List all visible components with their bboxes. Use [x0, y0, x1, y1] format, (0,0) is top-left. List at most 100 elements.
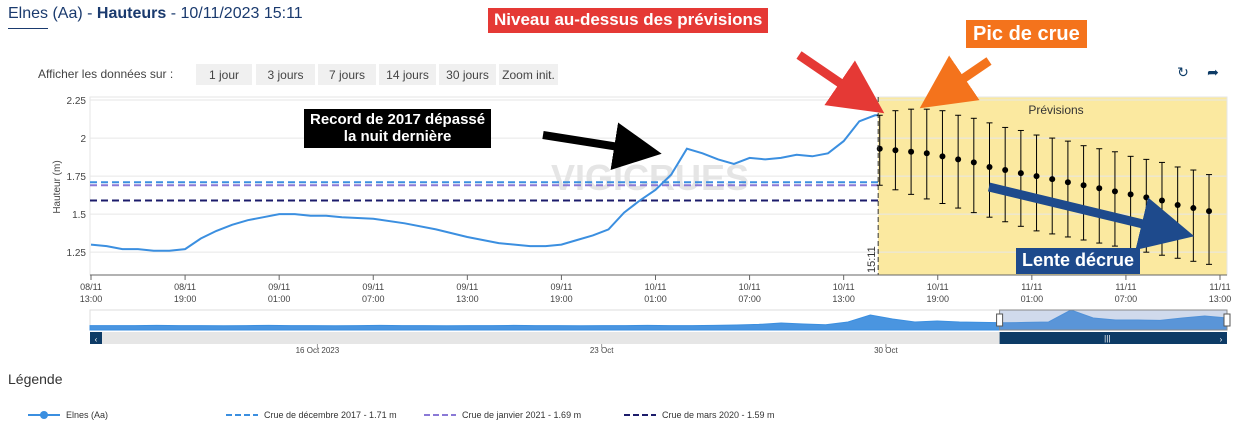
x-tick-label-time: 07:00 — [362, 294, 385, 304]
refresh-icon[interactable]: ↻ — [1177, 63, 1189, 80]
forecast-point — [1064, 179, 1071, 186]
page-title: Elnes (Aa) - Hauteurs - 10/11/2023 15:11 — [8, 5, 303, 23]
x-tick-label-time: 19:00 — [926, 294, 949, 304]
forecast-point — [1080, 182, 1087, 189]
forecast-point — [892, 147, 899, 154]
range-button-7-days[interactable]: 7 jours — [318, 64, 376, 85]
legend-item-crue-2017[interactable]: Crue de décembre 2017 - 1.71 m — [226, 409, 397, 421]
chevron-left-icon: ‹ — [95, 335, 98, 344]
navigator-label: 30 Oct — [874, 346, 898, 355]
watermark: VIGICRUES — [551, 157, 749, 198]
legend-item-crue-2021[interactable]: Crue de janvier 2021 - 1.69 m — [424, 409, 581, 421]
annotation-record: Record de 2017 dépassé la nuit dernière — [304, 109, 492, 148]
measure-kind: Hauteurs — [96, 5, 167, 22]
x-tick-label-date: 09/11 — [268, 282, 290, 292]
legend-line-marker-icon — [28, 411, 60, 419]
forecast-point — [955, 156, 962, 163]
range-button-30-days[interactable]: 30 jours — [439, 64, 496, 85]
x-tick-label-time: 19:00 — [550, 294, 573, 304]
annotation-record-line: la nuit dernière — [343, 127, 452, 145]
chevron-right-icon: › — [1220, 335, 1223, 344]
annotation-flood-peak: Pic de crue — [966, 20, 1087, 48]
forecast-point — [1111, 188, 1118, 195]
x-tick-label-time: 07:00 — [738, 294, 761, 304]
red-arrow — [796, 51, 885, 114]
legend-dash-icon — [424, 414, 456, 416]
navigator-handle-right — [1223, 313, 1231, 327]
range-button-zoom-init[interactable]: Zoom init. — [499, 64, 558, 85]
navigator-label: 23 Oct — [590, 346, 614, 355]
forecast-point — [1174, 202, 1181, 209]
annotation-record-line: Record de 2017 dépassé — [310, 111, 486, 128]
forecast-point — [1049, 176, 1056, 183]
navigator-window — [999, 309, 1228, 331]
grip-icon: ||| — [1104, 334, 1110, 343]
forecast-point — [1127, 191, 1134, 198]
scrollbar-right-button — [1215, 332, 1227, 344]
forecast-point — [1158, 197, 1165, 204]
annotation-slow-decrease: Lente décrue — [1016, 248, 1141, 274]
forecast-point — [1017, 170, 1024, 177]
x-tick-label-time: 01:00 — [268, 294, 291, 304]
x-tick-label-date: 08/11 — [80, 282, 102, 292]
x-tick-label-date: 08/11 — [174, 282, 196, 292]
legend-dash-icon — [624, 414, 656, 416]
x-tick-label-time: 13:00 — [1209, 294, 1232, 304]
black-arrow — [542, 122, 662, 170]
navigator-label: 16 Oct 2023 — [296, 346, 340, 355]
legend-label: Crue de mars 2020 - 1.59 m — [662, 410, 775, 420]
forecast-point — [1096, 185, 1103, 192]
legend-label: Crue de janvier 2021 - 1.69 m — [462, 410, 582, 420]
range-button-14-days[interactable]: 14 jours — [379, 64, 436, 85]
forecast-point — [939, 153, 946, 160]
x-tick-label-date: 10/11 — [833, 282, 855, 292]
y-tick-label: 1.5 — [72, 210, 86, 221]
x-tick-label-date: 10/11 — [739, 282, 761, 292]
x-tick-label-time: 13:00 — [832, 294, 855, 304]
y-tick-label: 1.25 — [67, 248, 87, 259]
scrollbar-thumb — [999, 332, 1215, 344]
y-tick-label: 1.75 — [67, 172, 87, 183]
x-tick-label-date: 09/11 — [550, 282, 572, 292]
x-tick-label-date: 10/11 — [927, 282, 949, 292]
orange-arrow — [919, 55, 992, 109]
x-tick-label-date: 09/11 — [456, 282, 478, 292]
legend-label: Elnes (Aa) — [66, 410, 109, 420]
legend-item-crue-2020[interactable]: Crue de mars 2020 - 1.59 m — [624, 409, 775, 421]
share-arrow-icon[interactable]: ➦ — [1207, 63, 1219, 80]
x-tick-label-time: 07:00 — [1115, 294, 1138, 304]
legend-title: Légende — [8, 371, 63, 387]
x-tick-label-date: 09/11 — [362, 282, 384, 292]
navigator[interactable]: ‹ › ||| 16 Oct 2023 23 Oct 30 Oct — [89, 309, 1231, 355]
legend-dash-icon — [226, 414, 258, 416]
x-tick-label-date: 11/11 — [1021, 282, 1042, 292]
y-tick-label: 2 — [80, 134, 86, 145]
legend-label: Crue de décembre 2017 - 1.71 m — [264, 410, 397, 420]
forecast-point — [1143, 194, 1150, 201]
range-button-3-days[interactable]: 3 jours — [256, 64, 315, 85]
y-axis-title: Hauteur (m) — [52, 160, 63, 213]
navigator-handle-left — [996, 313, 1004, 327]
forecast-point — [1206, 208, 1213, 215]
title-datetime: 10/11/2023 15:11 — [180, 5, 303, 22]
range-button-1-day[interactable]: 1 jour — [196, 64, 252, 85]
x-tick-label-time: 01:00 — [1021, 294, 1044, 304]
x-tick-label-time: 13:00 — [456, 294, 479, 304]
title-underline — [8, 28, 48, 29]
station-name: Elnes (Aa) — [8, 5, 83, 22]
legend-item-observed[interactable]: Elnes (Aa) — [28, 409, 108, 421]
y-tick-label: 2.25 — [67, 96, 87, 107]
x-tick-label-date: 10/11 — [645, 282, 667, 292]
now-label: 15:11 — [866, 246, 878, 273]
title-separator: - — [166, 5, 181, 22]
forecast-point — [908, 148, 915, 155]
x-tick-label-date: 11/11 — [1209, 282, 1230, 292]
forecast-point — [970, 159, 977, 166]
forecast-point — [1033, 173, 1040, 180]
x-tick-label-date: 11/11 — [1115, 282, 1136, 292]
navy-arrow — [987, 182, 1195, 250]
scrollbar-left-button — [90, 332, 102, 344]
range-selector-label: Afficher les données sur : — [38, 67, 174, 81]
forecast-point — [1190, 205, 1197, 212]
